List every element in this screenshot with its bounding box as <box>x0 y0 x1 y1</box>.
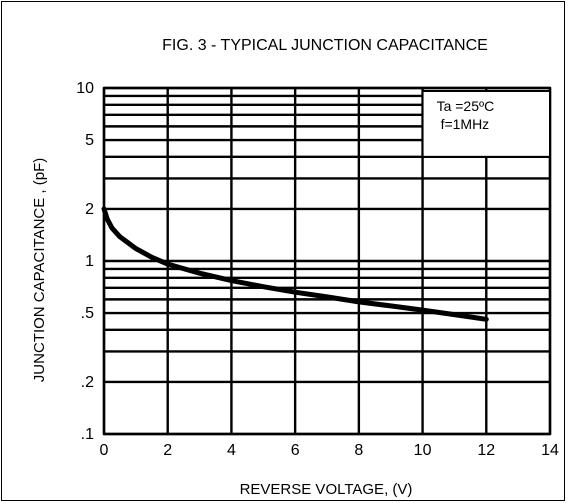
y-tick-label: .1 <box>81 426 94 443</box>
y-tick-label: 10 <box>76 80 94 97</box>
annotation-box: Ta =25ºC f=1MHz <box>421 90 552 158</box>
x-tick-label: 2 <box>163 442 172 459</box>
x-tick-label: 6 <box>291 442 300 459</box>
annotation-frequency: f=1MHz <box>441 116 490 132</box>
capacitance-curve <box>101 206 489 322</box>
x-tick-label: 8 <box>354 442 363 459</box>
y-tick-labels: .1 .2 .5 1 2 5 10 <box>76 80 94 443</box>
x-tick-label: 14 <box>541 442 559 459</box>
x-tick-label: 4 <box>227 442 236 459</box>
y-axis-label: JUNCTION CAPACITANCE , (pF) <box>31 158 48 382</box>
y-tick-label: 5 <box>85 132 94 149</box>
y-tick-label: 2 <box>85 201 94 218</box>
annotation-background <box>421 90 552 158</box>
y-tick-label: 1 <box>85 253 94 270</box>
x-axis-label: REVERSE VOLTAGE, (V) <box>240 481 413 498</box>
x-tick-label: 12 <box>477 442 495 459</box>
annotation-temperature: Ta =25ºC <box>437 98 495 114</box>
x-tick-label: 10 <box>414 442 432 459</box>
x-tick-label: 0 <box>100 442 109 459</box>
x-tick-labels: 0 2 4 6 8 10 12 14 <box>100 442 559 459</box>
y-tick-label: .5 <box>81 305 94 322</box>
y-tick-label: .2 <box>81 374 94 391</box>
chart-title: FIG. 3 - TYPICAL JUNCTION CAPACITANCE <box>162 37 488 54</box>
plot-area-border <box>102 86 552 436</box>
series-group <box>101 206 489 322</box>
plot-border <box>102 86 552 436</box>
